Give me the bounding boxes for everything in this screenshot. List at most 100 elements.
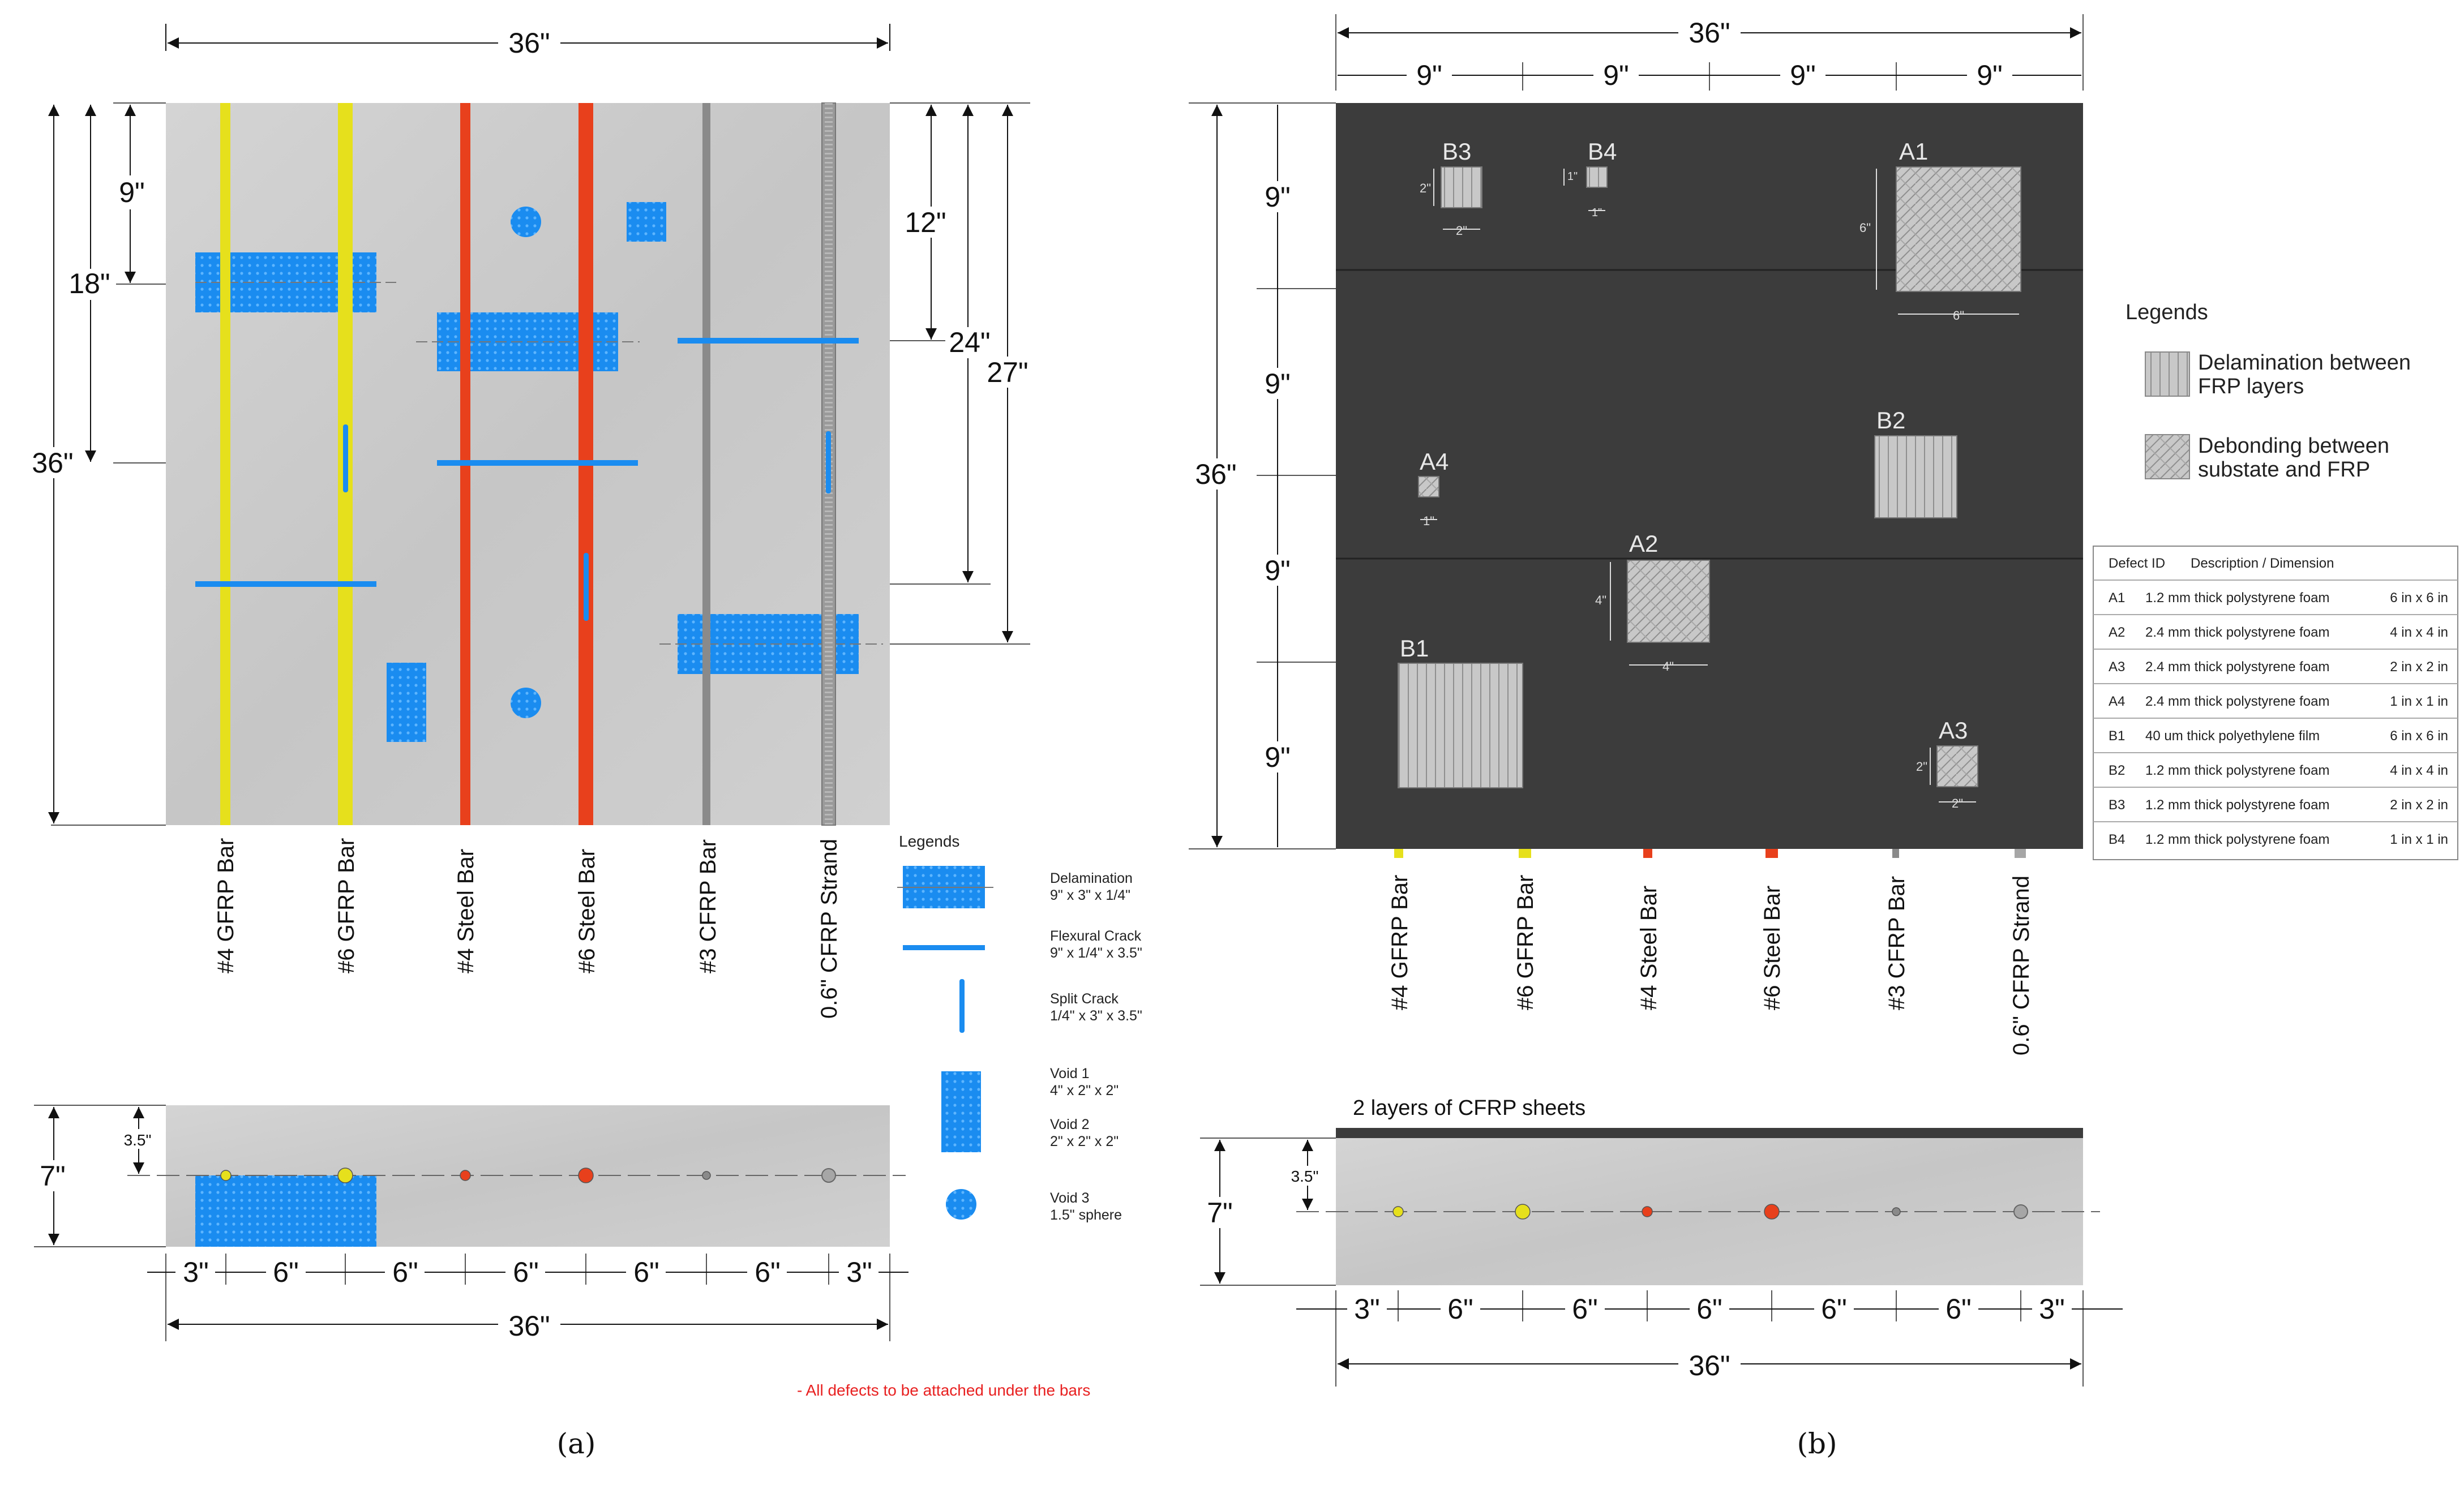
a-legend-dim-5: 2" x 2" x 2" <box>1050 1134 1119 1149</box>
a-left-dim-1: 9" <box>119 177 145 208</box>
a-left-dim-3: 36" <box>32 447 73 479</box>
a-label-bar-2: #6 GFRP Bar <box>334 838 359 973</box>
a-spacing-6: 6" <box>755 1256 781 1288</box>
a-spacing-7: 3" <box>846 1256 872 1288</box>
svg-text:1.2 mm thick polystyrene foam: 1.2 mm thick polystyrene foam <box>2145 832 2329 847</box>
b-section-bar-1 <box>1392 1206 1404 1217</box>
a-section-bar-2 <box>337 1168 353 1183</box>
b-stub-bar-2 <box>1519 849 1531 858</box>
a-flexural-crack-1 <box>195 581 376 587</box>
a-spacing-4: 6" <box>513 1256 539 1288</box>
a-legend-title: Legends <box>899 832 959 850</box>
b-spacing-7: 3" <box>2039 1293 2065 1325</box>
b-left-dim-2: 9" <box>1265 368 1291 400</box>
svg-text:6 in x 6 in: 6 in x 6 in <box>2390 590 2448 606</box>
b-caption: (b) <box>1797 1427 1837 1460</box>
b-section-bar-4 <box>1764 1204 1780 1220</box>
svg-text:6": 6" <box>1953 308 1964 323</box>
b-defect-a4: A4 1" <box>1418 448 1449 528</box>
a-top-dim: 36" <box>508 27 550 59</box>
svg-text:A1: A1 <box>2109 590 2125 606</box>
svg-text:A1: A1 <box>1899 138 1928 165</box>
svg-text:4 in x 4 in: 4 in x 4 in <box>2390 625 2448 640</box>
svg-text:2": 2" <box>1952 796 1963 810</box>
svg-text:2 in x 2 in: 2 in x 2 in <box>2390 797 2448 813</box>
b-stub-bar-3 <box>1643 849 1652 858</box>
a-split-crack-2 <box>584 553 589 621</box>
svg-text:A2: A2 <box>2109 625 2125 640</box>
svg-text:4": 4" <box>1595 593 1606 607</box>
b-label-bar-2: #6 GFRP Bar <box>1513 875 1538 1010</box>
b-legend-debonding-swatch <box>2145 434 2190 479</box>
svg-text:1 in x 1 in: 1 in x 1 in <box>2390 832 2448 847</box>
b-defect-table: Defect ID Description / Dimension A1 1.2… <box>2093 546 2458 860</box>
a-right-dim-2: 24" <box>949 327 990 358</box>
b-spacing-2: 6" <box>1447 1293 1473 1325</box>
svg-text:2": 2" <box>1916 759 1927 774</box>
svg-text:1.2 mm thick polystyrene foam: 1.2 mm thick polystyrene foam <box>2145 763 2329 778</box>
a-legend-dim-3: 1/4" x 3" x 3.5" <box>1050 1008 1142 1024</box>
svg-text:B3: B3 <box>1442 138 1471 165</box>
b-left-total: 36" <box>1195 458 1236 490</box>
a-split-crack-3 <box>826 431 831 493</box>
b-section-depth: 7" <box>1207 1197 1233 1229</box>
b-stub-bar-1 <box>1394 849 1403 858</box>
svg-text:B1: B1 <box>1400 635 1429 662</box>
a-bar-3-cfrp <box>702 103 710 825</box>
a-legend-name-6: Void 3 <box>1050 1190 1090 1206</box>
a-label-bar-5: #3 CFRP Bar <box>696 839 721 973</box>
svg-text:1": 1" <box>1592 207 1602 219</box>
b-defect-a2: A2 4" 4" <box>1595 530 1710 673</box>
svg-text:B3: B3 <box>2109 797 2125 813</box>
svg-text:1.2 mm thick polystyrene foam: 1.2 mm thick polystyrene foam <box>2145 797 2329 813</box>
a-legend-dim-2: 9" x 1/4" x 3.5" <box>1050 945 1142 961</box>
a-legend-name-1: Delamination <box>1050 870 1133 886</box>
svg-text:1 in x 1 in: 1 in x 1 in <box>2390 694 2448 709</box>
svg-text:2 in x 2 in: 2 in x 2 in <box>2390 659 2448 675</box>
a-note: - All defects to be attached under the b… <box>797 1381 1090 1399</box>
b-defect-a1: A1 6" 6" <box>1859 138 2021 323</box>
a-void-2 <box>627 202 666 242</box>
b-spacing-5: 6" <box>1821 1293 1847 1325</box>
a-spacing-5: 6" <box>633 1256 659 1288</box>
b-quarter-dim-4: 9" <box>1977 59 2003 91</box>
svg-text:A4: A4 <box>2109 694 2125 709</box>
b-legend-line-1b: FRP layers <box>2198 375 2304 398</box>
a-spacing-1: 3" <box>183 1256 209 1288</box>
a-bar-4-gfrp <box>220 103 230 825</box>
a-right-dim-3: 27" <box>987 357 1028 388</box>
b-spacing-1: 3" <box>1354 1293 1380 1325</box>
a-legend-name-3: Split Crack <box>1050 991 1119 1007</box>
a-legend-dim-1: 9" x 3" x 1/4" <box>1050 887 1130 903</box>
a-legend-void-swatch <box>941 1071 981 1152</box>
a-left-dim-2: 18" <box>68 268 110 299</box>
a-legend-name-2: Flexural Crack <box>1050 928 1142 944</box>
b-legend-title: Legends <box>2126 301 2208 324</box>
a-legend-dim-4: 4" x 2" x 2" <box>1050 1083 1119 1098</box>
svg-text:6 in x 6 in: 6 in x 6 in <box>2390 728 2448 744</box>
svg-text:A2: A2 <box>1629 530 1658 557</box>
b-quarter-dim-2: 9" <box>1603 59 1629 91</box>
b-section-title: 2 layers of CFRP sheets <box>1353 1096 1585 1120</box>
a-bottom-total: 36" <box>508 1310 550 1342</box>
svg-text:B1: B1 <box>2109 728 2125 744</box>
svg-text:1": 1" <box>1567 170 1578 183</box>
a-legend-dim-6: 1.5" sphere <box>1050 1207 1122 1223</box>
b-legend-line-2a: Debonding between <box>2198 434 2389 458</box>
b-section-cfrp-layer <box>1336 1128 2083 1138</box>
b-label-bar-4: #6 Steel Bar <box>1760 886 1785 1010</box>
b-left-dim-4: 9" <box>1265 741 1291 773</box>
svg-text:B2: B2 <box>2109 763 2125 778</box>
a-legend-name-4: Void 1 <box>1050 1066 1090 1081</box>
b-defect-b1: B1 <box>1398 635 1523 788</box>
b-defect-b4: B4 1" 1" <box>1563 138 1617 219</box>
svg-text:6": 6" <box>1859 221 1871 235</box>
b-top-dim: 36" <box>1689 17 1730 49</box>
svg-text:40 um thick polyethylene film: 40 um thick polyethylene film <box>2145 728 2320 744</box>
b-stub-bar-4 <box>1765 849 1778 858</box>
b-defect-b3: B3 2" 2" <box>1420 138 1482 238</box>
b-left-dim-3: 9" <box>1265 555 1291 586</box>
a-split-crack-1 <box>343 424 348 492</box>
a-flexural-crack-2 <box>437 460 638 466</box>
